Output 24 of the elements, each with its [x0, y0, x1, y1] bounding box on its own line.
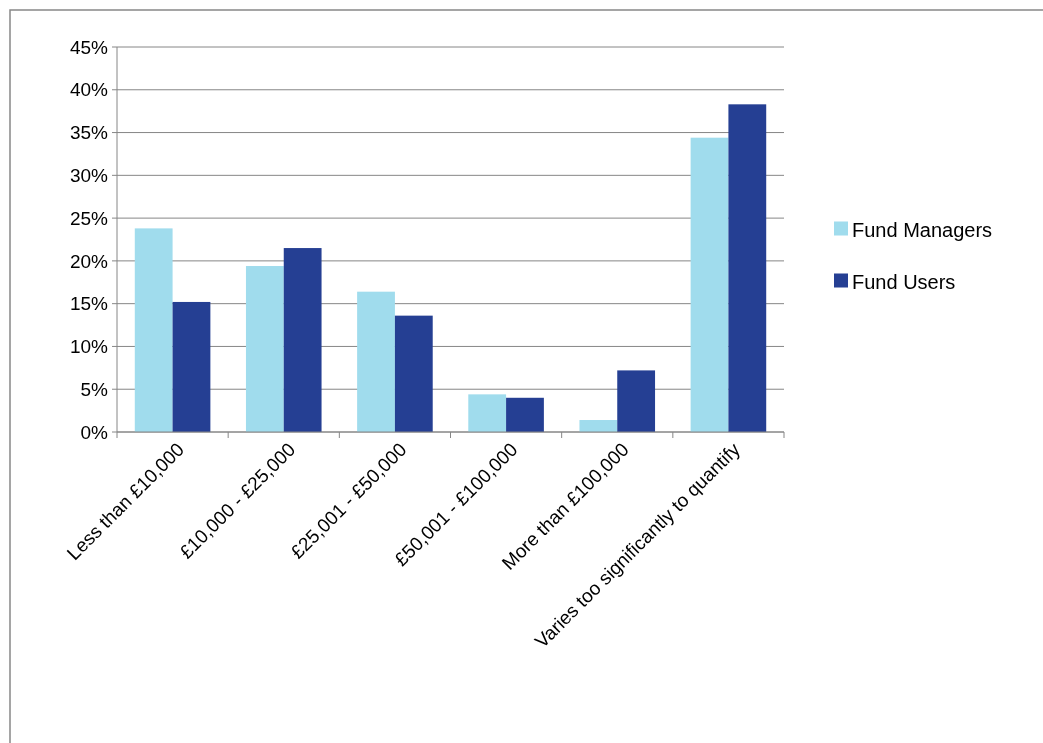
bar — [690, 137, 729, 432]
legend-label: Fund Users — [852, 270, 956, 293]
bar — [579, 420, 618, 432]
bar — [283, 248, 322, 432]
bar — [357, 291, 395, 432]
y-tick-label: 10% — [69, 336, 109, 358]
y-tick-label: 20% — [69, 250, 109, 272]
y-tick-label: 40% — [69, 79, 109, 101]
y-tick-label: 15% — [69, 293, 109, 315]
y-tick-label: 0% — [80, 421, 109, 443]
bar — [245, 266, 284, 432]
bar — [468, 394, 507, 432]
y-tick-label: 30% — [69, 164, 109, 186]
y-tick-label: 45% — [69, 36, 109, 58]
bar — [134, 228, 173, 432]
bar — [394, 315, 433, 432]
y-tick-label: 5% — [80, 378, 109, 400]
bar — [728, 104, 767, 432]
bar — [617, 370, 656, 432]
y-tick-label: 25% — [69, 207, 109, 229]
y-tick-label: 35% — [69, 122, 109, 144]
bar — [172, 301, 211, 432]
bar — [506, 397, 544, 432]
legend-label: Fund Managers — [852, 218, 993, 241]
